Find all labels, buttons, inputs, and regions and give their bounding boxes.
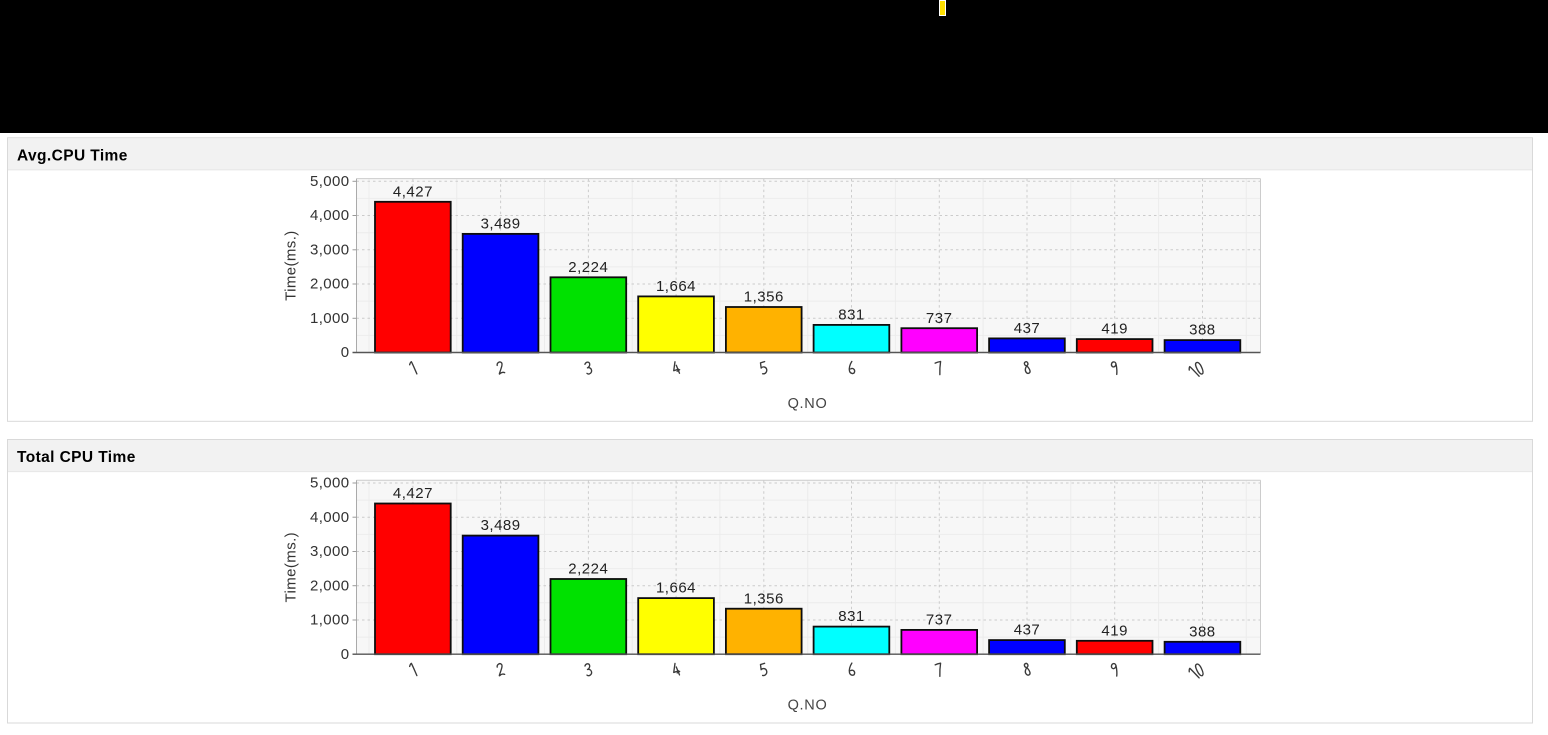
svg-text:Q.NO: Q.NO [788,698,828,714]
svg-text:3,000: 3,000 [310,543,350,560]
svg-text:2,000: 2,000 [310,577,350,594]
svg-text:1,664: 1,664 [656,278,696,295]
svg-text:2,224: 2,224 [568,561,608,578]
svg-text:419: 419 [1101,321,1128,338]
svg-text:1,664: 1,664 [656,580,696,597]
svg-text:Q.NO: Q.NO [788,396,828,412]
svg-text:4,000: 4,000 [310,207,350,224]
svg-text:419: 419 [1101,622,1128,639]
svg-text:831: 831 [838,307,865,324]
svg-text:1,000: 1,000 [310,310,350,327]
svg-text:Time(ms.): Time(ms.) [283,230,300,301]
svg-text:831: 831 [838,608,865,625]
svg-text:2,224: 2,224 [568,259,608,276]
svg-text:0: 0 [341,646,350,663]
svg-text:3,489: 3,489 [481,216,521,233]
svg-text:2,000: 2,000 [310,276,350,293]
svg-text:4,000: 4,000 [310,509,350,526]
svg-text:5,000: 5,000 [310,173,350,190]
svg-text:1,356: 1,356 [744,590,784,607]
svg-text:Time(ms.): Time(ms.) [283,532,300,603]
svg-text:0: 0 [341,344,350,361]
svg-text:388: 388 [1189,322,1216,339]
svg-text:3,000: 3,000 [310,242,350,259]
svg-text:1,000: 1,000 [310,612,350,629]
svg-text:388: 388 [1189,623,1216,640]
svg-text:Avg.CPU Time: Avg.CPU Time [17,147,128,164]
svg-text:3,489: 3,489 [481,517,521,534]
svg-text:4,427: 4,427 [393,183,433,200]
svg-text:737: 737 [926,310,953,327]
svg-text:437: 437 [1014,622,1041,639]
svg-text:437: 437 [1014,320,1041,337]
svg-text:5,000: 5,000 [310,475,350,492]
svg-text:1,356: 1,356 [744,289,784,306]
svg-text:737: 737 [926,612,953,629]
svg-text:4,427: 4,427 [393,485,433,502]
svg-text:Total CPU Time: Total CPU Time [17,449,136,466]
